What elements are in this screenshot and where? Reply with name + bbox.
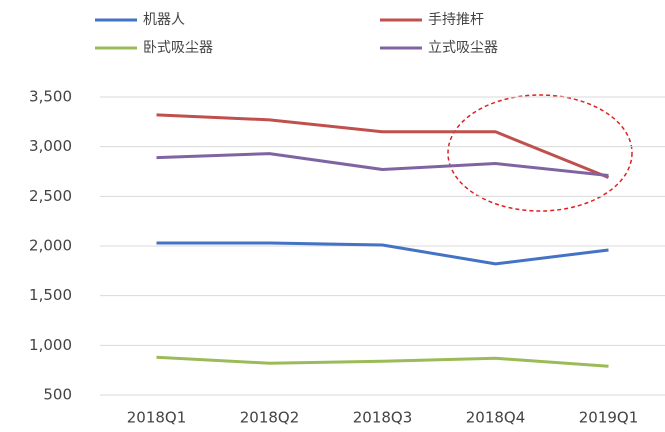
y-tick-label: 2,500	[29, 187, 72, 205]
plot: 500 1,000 1,500 2,000 2,500 3,000 3,500 2018Q1 2…	[29, 88, 665, 427]
x-tick-label: 2018Q4	[466, 409, 526, 427]
legend-label: 立式吸尘器	[428, 40, 498, 56]
x-tick-label: 2018Q2	[240, 409, 300, 427]
x-tick-label: 2018Q3	[353, 409, 413, 427]
series-line	[156, 241, 609, 266]
y-tick-label: 1,000	[29, 336, 72, 354]
highlight-ellipse	[447, 94, 633, 212]
y-tick-label: 500	[43, 386, 72, 404]
series-line	[156, 152, 609, 177]
x-tick-label: 2018Q1	[127, 409, 187, 427]
y-tick-label: 2,000	[29, 237, 72, 255]
y-tick-label: 1,500	[29, 286, 72, 304]
x-tick-label: 2019Q1	[579, 409, 639, 427]
series-line	[156, 113, 610, 179]
legend-label: 机器人	[143, 12, 185, 28]
series-line	[156, 355, 609, 368]
legend-label: 卧式吸尘器	[143, 40, 213, 56]
y-tick-label: 3,000	[29, 137, 72, 155]
legend-label: 手持推杆	[428, 12, 484, 28]
y-tick-label: 3,500	[29, 88, 72, 106]
